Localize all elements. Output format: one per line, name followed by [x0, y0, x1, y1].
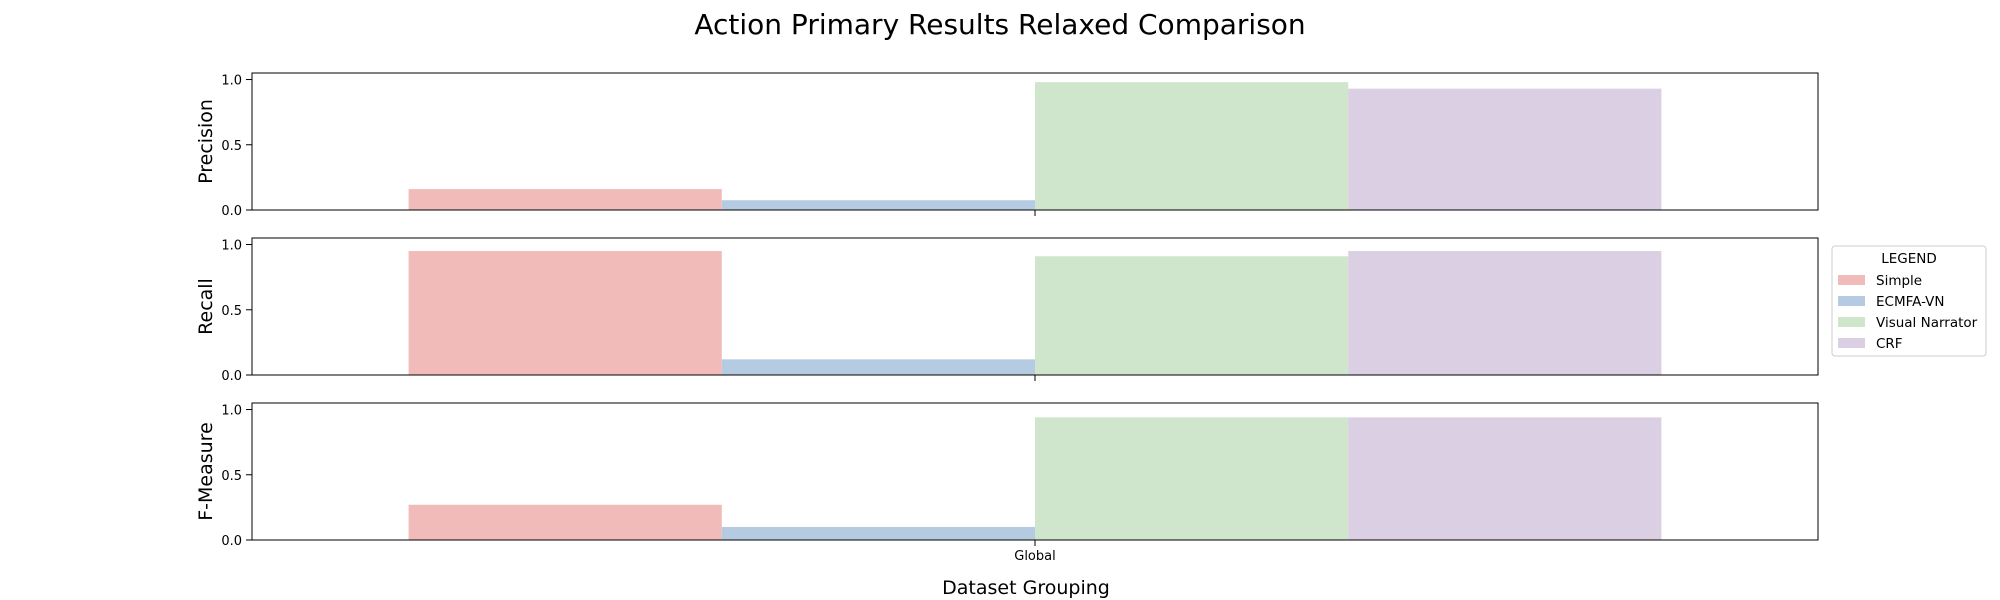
bar-ecmfa-vn: [721, 526, 1035, 540]
bar-visual-narrator: [1035, 82, 1349, 210]
panel-precision: 0.0 0.5 1.0 Precision: [195, 72, 1819, 219]
legend-label: Simple: [1876, 273, 1922, 289]
y-axis-title: F-Measure: [195, 422, 217, 521]
x-axis-title: Dataset Grouping: [942, 577, 1110, 599]
bar-ecmfa-vn: [721, 200, 1035, 210]
bar-crf: [1348, 417, 1662, 540]
legend-swatch: [1838, 296, 1865, 306]
bar-simple: [408, 251, 722, 375]
legend-label: CRF: [1876, 336, 1903, 352]
legend-swatch: [1838, 338, 1865, 348]
chart-title: Action Primary Results Relaxed Compariso…: [694, 8, 1305, 41]
bar-simple: [408, 189, 722, 210]
panel-f-measure: 0.0 0.5 1.0 F-Measure Global: [195, 402, 1819, 564]
bar-ecmfa-vn: [721, 359, 1035, 375]
legend: LEGEND Simple ECMFA-VN Visual Narrator CRF: [1831, 245, 1987, 357]
bar-simple: [408, 504, 722, 540]
bar-crf: [1348, 88, 1662, 210]
legend-label: Visual Narrator: [1876, 315, 1978, 331]
x-tick-label: Global: [1014, 549, 1055, 564]
bar-crf: [1348, 251, 1662, 375]
y-tick-label: 1.0: [221, 239, 242, 254]
panel-recall: 0.0 0.5 1.0 Recall: [195, 237, 1819, 384]
y-tick-label: 0.5: [221, 139, 242, 154]
y-tick-label: 0.0: [221, 204, 242, 219]
y-tick-label: 0.5: [221, 469, 242, 484]
y-axis-title: Precision: [195, 99, 217, 184]
legend-label: ECMFA-VN: [1876, 294, 1944, 310]
y-axis-title: Recall: [195, 278, 217, 335]
y-tick-label: 0.5: [221, 304, 242, 319]
y-tick-label: 1.0: [221, 74, 242, 89]
y-tick-label: 0.0: [221, 369, 242, 384]
y-tick-label: 1.0: [221, 404, 242, 419]
bar-visual-narrator: [1035, 256, 1349, 375]
y-tick-label: 0.0: [221, 534, 242, 549]
legend-swatch: [1838, 317, 1865, 327]
bar-visual-narrator: [1035, 417, 1349, 540]
legend-title: LEGEND: [1881, 251, 1937, 267]
legend-box: [1831, 245, 1987, 357]
legend-swatch: [1838, 275, 1865, 285]
